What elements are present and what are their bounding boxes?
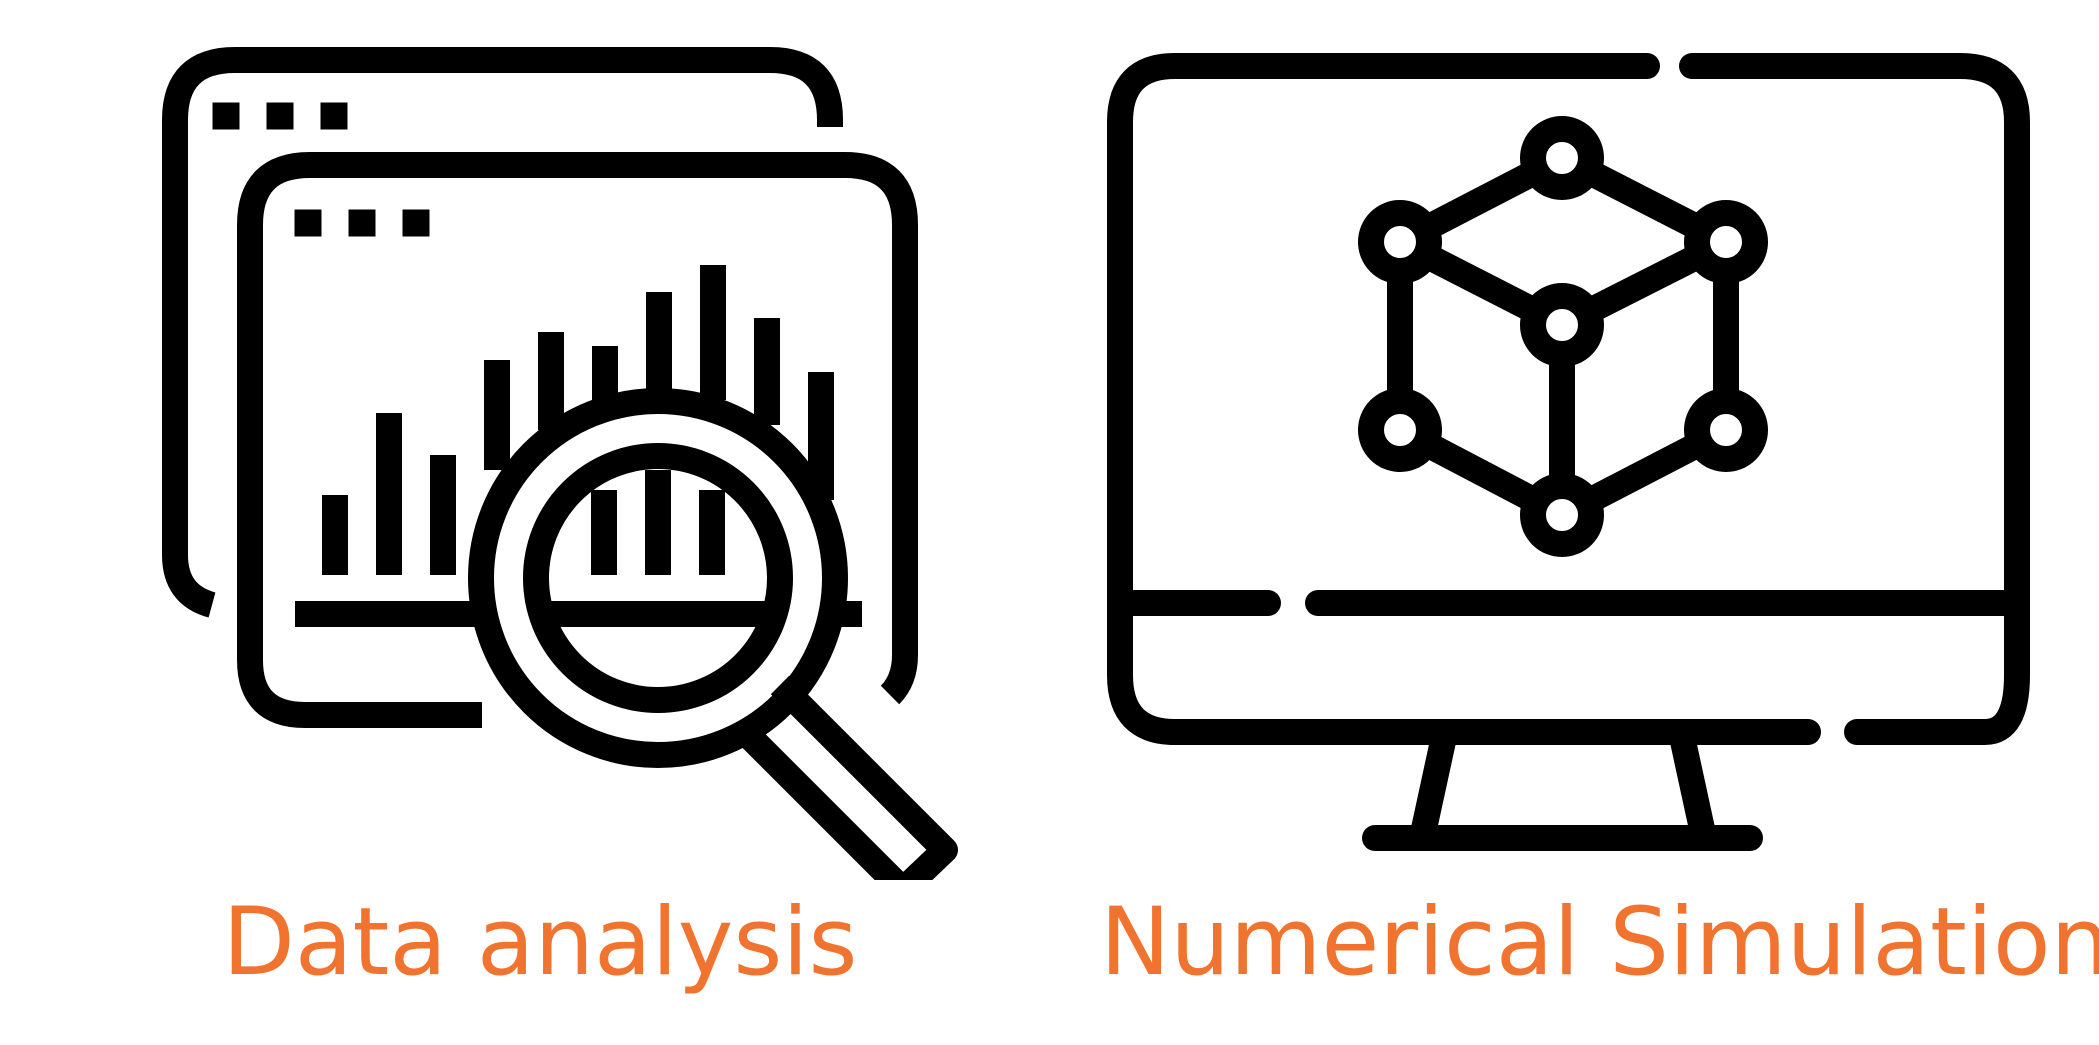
numerical-simulation-monitor-icon [1107, 53, 2030, 851]
magnifier-ring-icon [468, 388, 848, 768]
cube-nodes-icon [1358, 116, 1768, 557]
magnifier-handle-icon [730, 675, 958, 880]
bar-chart-icon [322, 265, 834, 575]
monitor-frame-icon [1107, 53, 1821, 745]
data-analysis-caption: Data analysis [222, 888, 858, 997]
monitor-stand-icon [1409, 719, 1458, 851]
magnifier-lens-icon [523, 443, 793, 713]
numerical-simulation-panel: Numerical Simulation [1080, 0, 2099, 1045]
numerical-simulation-caption: Numerical Simulation [1100, 888, 2099, 997]
data-analysis-icon [162, 47, 958, 880]
window-dots-icon [212, 102, 430, 237]
data-analysis-panel: Data analysis [162, 47, 958, 997]
back-window-icon [162, 47, 843, 618]
front-window-icon [237, 152, 918, 728]
